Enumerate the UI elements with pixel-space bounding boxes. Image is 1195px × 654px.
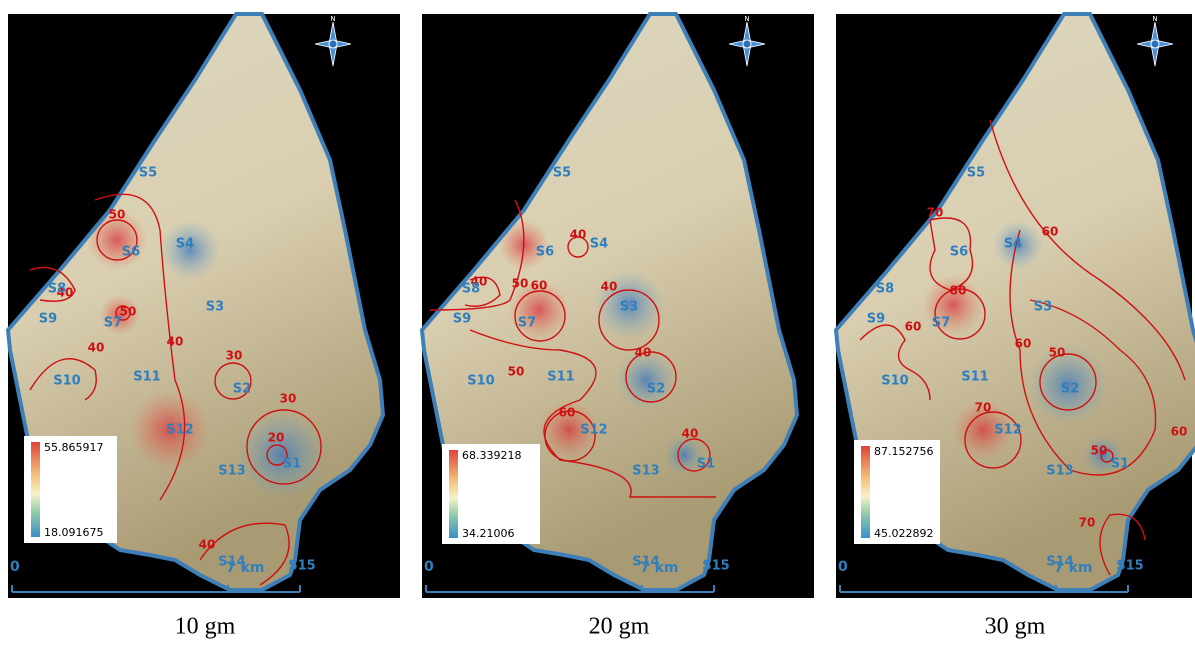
- station-label: S5: [967, 166, 985, 181]
- contour-label: 70: [1079, 516, 1096, 530]
- station-label: S4: [176, 237, 194, 252]
- legend-min: 45.022892: [874, 527, 934, 540]
- station-label: S3: [1034, 300, 1052, 315]
- station-label: S4: [1004, 237, 1022, 252]
- legend-max: 55.865917: [44, 441, 104, 454]
- station-label: S12: [166, 423, 193, 438]
- north-arrow-hub: [743, 40, 751, 48]
- station-label: S3: [206, 300, 224, 315]
- station-label: S6: [122, 245, 140, 260]
- contour-label: 20: [268, 431, 285, 445]
- station-label: S11: [133, 370, 160, 385]
- station-label: S9: [39, 312, 57, 327]
- station-label: S10: [467, 374, 494, 389]
- legend-colorbar: [449, 450, 458, 538]
- contour-label: 30: [280, 392, 297, 406]
- map-panel: 70 60 80 60 60 50 70 50 60 70 S1 S2 S3 S4 S5 S6 S7 S8 S9 S1…: [836, 14, 1195, 640]
- station-label: S1: [697, 457, 715, 472]
- contour-label: 50: [1091, 444, 1108, 458]
- station-label: S15: [702, 559, 729, 574]
- station-label: S15: [1116, 559, 1143, 574]
- contour-label: 60: [531, 279, 548, 293]
- station-label: S5: [139, 166, 157, 181]
- station-label: S4: [590, 237, 608, 252]
- station-label: S8: [48, 282, 66, 297]
- contour-label: 50: [109, 208, 126, 222]
- scale-start: 0: [424, 559, 434, 575]
- station-label: S9: [453, 312, 471, 327]
- station-label: S13: [218, 464, 245, 479]
- station-label: S15: [288, 559, 315, 574]
- contour-label: 80: [950, 284, 967, 298]
- contour-label: 60: [1015, 337, 1032, 351]
- contour-label: 60: [905, 320, 922, 334]
- station-label: S13: [1046, 464, 1073, 479]
- panel-caption: 30 gm: [985, 614, 1046, 640]
- station-label: S10: [881, 374, 908, 389]
- contour-label: 60: [559, 406, 576, 420]
- station-label: S12: [580, 423, 607, 438]
- contour-label: 30: [226, 349, 243, 363]
- legend-min: 34.21006: [462, 527, 515, 540]
- legend-colorbar: [31, 442, 40, 537]
- station-label: S13: [632, 464, 659, 479]
- north-label: N: [744, 15, 749, 23]
- legend-max: 68.339218: [462, 449, 522, 462]
- station-label: S2: [647, 382, 665, 397]
- contour-label: 70: [927, 206, 944, 220]
- contour-label: 50: [1049, 346, 1066, 360]
- contour-label: 50: [512, 277, 529, 291]
- scale-end: 7 km: [226, 560, 265, 576]
- north-label: N: [330, 15, 335, 23]
- station-label: S5: [553, 166, 571, 181]
- scale-start: 0: [838, 559, 848, 575]
- station-label: S1: [1111, 457, 1129, 472]
- station-label: S12: [994, 423, 1021, 438]
- figure: 504050404030302040S1S2S3S4S5S6S7S8S9S10S…: [0, 0, 1195, 654]
- station-label: S7: [104, 316, 122, 331]
- north-arrow-hub: [329, 40, 337, 48]
- station-label: S9: [867, 312, 885, 327]
- scale-end: 7 km: [640, 560, 679, 576]
- station-label: S3: [620, 300, 638, 315]
- contour-label: 50: [508, 365, 525, 379]
- legend-colorbar: [861, 446, 870, 538]
- scale-start: 0: [10, 559, 20, 575]
- contour-label: 40: [601, 280, 618, 294]
- station-label: S7: [518, 316, 536, 331]
- station-label: S1: [283, 457, 301, 472]
- contour-label: 40: [635, 346, 652, 360]
- contour-label: 60: [1171, 425, 1188, 439]
- station-label: S11: [547, 370, 574, 385]
- panel-caption: 10 gm: [175, 614, 236, 640]
- contour-label: 40: [682, 427, 699, 441]
- scale-end: 7 km: [1054, 560, 1093, 576]
- contour-label: 40: [199, 538, 216, 552]
- station-label: S6: [536, 245, 554, 260]
- contour-label: 40: [167, 335, 184, 349]
- contour-label: 40: [88, 341, 105, 355]
- station-label: S2: [1061, 382, 1079, 397]
- legend-max: 87.152756: [874, 445, 934, 458]
- contour-label: 40: [570, 228, 587, 242]
- north-arrow-hub: [1151, 40, 1159, 48]
- contour-label: 70: [975, 401, 992, 415]
- station-label: S8: [462, 282, 480, 297]
- station-label: S6: [950, 245, 968, 260]
- legend-min: 18.091675: [44, 526, 104, 539]
- station-label: S11: [961, 370, 988, 385]
- station-label: S8: [876, 282, 894, 297]
- north-label: N: [1152, 15, 1157, 23]
- contour-label: 60: [1042, 225, 1059, 239]
- station-label: S7: [932, 316, 950, 331]
- panel-caption: 20 gm: [589, 614, 650, 640]
- station-label: S10: [53, 374, 80, 389]
- station-label: S2: [233, 382, 251, 397]
